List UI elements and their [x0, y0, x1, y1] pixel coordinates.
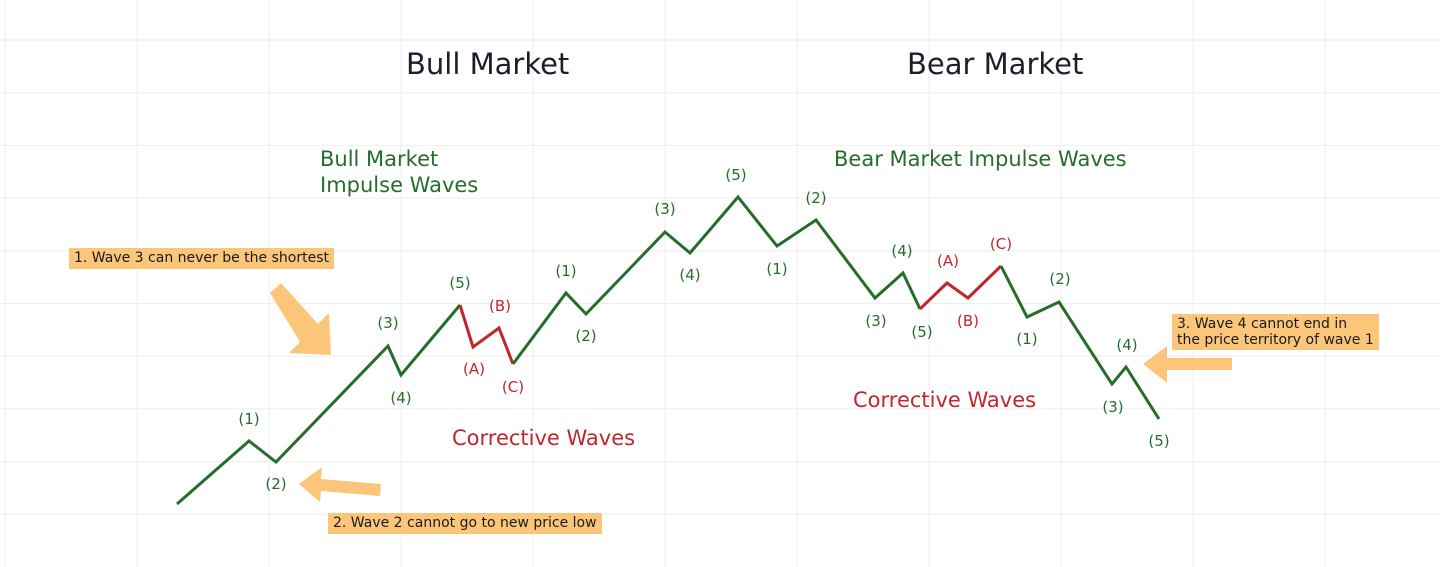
wave-label: (4): [679, 266, 701, 284]
wave-label: (A): [463, 360, 485, 378]
wave-label: (3): [654, 200, 676, 218]
impulse-wave-bear: [999, 265, 1161, 420]
bear-impulse-heading: Bear Market Impulse Waves: [834, 147, 1127, 171]
rule1-note: 1. Wave 3 can never be the shortest: [69, 248, 334, 269]
wave-label: (1): [766, 260, 788, 278]
arrow-icon-rule2: [299, 467, 381, 502]
rule3-note: 3. Wave 4 cannot end in the price territ…: [1172, 314, 1379, 350]
bear-market-title: Bear Market: [907, 47, 1084, 81]
wave-label: (C): [501, 378, 525, 396]
wave-label: (5): [911, 323, 933, 341]
bull-impulse-heading-1: Bull Market: [320, 147, 439, 171]
wave-label: (2): [575, 327, 597, 345]
impulse-wave-bull: [176, 304, 462, 506]
wave-label: (1): [238, 410, 260, 428]
bull-impulse-heading-2: Impulse Waves: [320, 173, 479, 197]
wave-label: (C): [989, 235, 1013, 253]
wave-label: (1): [555, 262, 577, 280]
wave-label: (2): [1049, 270, 1071, 288]
arrow-icon-rule1: [270, 283, 331, 355]
wave-label: (5): [1148, 432, 1170, 450]
arrow-icon-rule3: [1143, 346, 1232, 383]
corrective-wave-bull: [458, 304, 515, 365]
bull-corrective-heading: Corrective Waves: [452, 426, 636, 450]
rule2-note: 2. Wave 2 cannot go to new price low: [328, 513, 602, 534]
wave-label: (5): [725, 166, 747, 184]
wave-label: (1): [1016, 330, 1038, 348]
wave-label: (3): [1102, 398, 1124, 416]
corrective-wave-bear: [918, 264, 1003, 311]
rule3-line1: 3. Wave 4 cannot end in: [1177, 316, 1348, 332]
wave-label: (3): [865, 312, 887, 330]
rule3-line2: the price territory of wave 1: [1177, 332, 1374, 348]
bear-corrective-heading: Corrective Waves: [853, 388, 1037, 412]
wave-label: (5): [449, 274, 471, 292]
wave-label: (A): [937, 252, 959, 270]
bull-market-title: Bull Market: [406, 47, 570, 81]
wave-label: (2): [805, 189, 827, 207]
wave-label: (B): [489, 297, 511, 315]
wave-label: (4): [1116, 336, 1138, 354]
wave-label: (B): [957, 312, 979, 330]
wave-label: (2): [265, 475, 287, 493]
wave-label: (3): [377, 314, 399, 332]
wave-label: (4): [891, 242, 913, 260]
impulse-wave-top: [511, 194, 922, 365]
wave-label: (4): [390, 389, 412, 407]
